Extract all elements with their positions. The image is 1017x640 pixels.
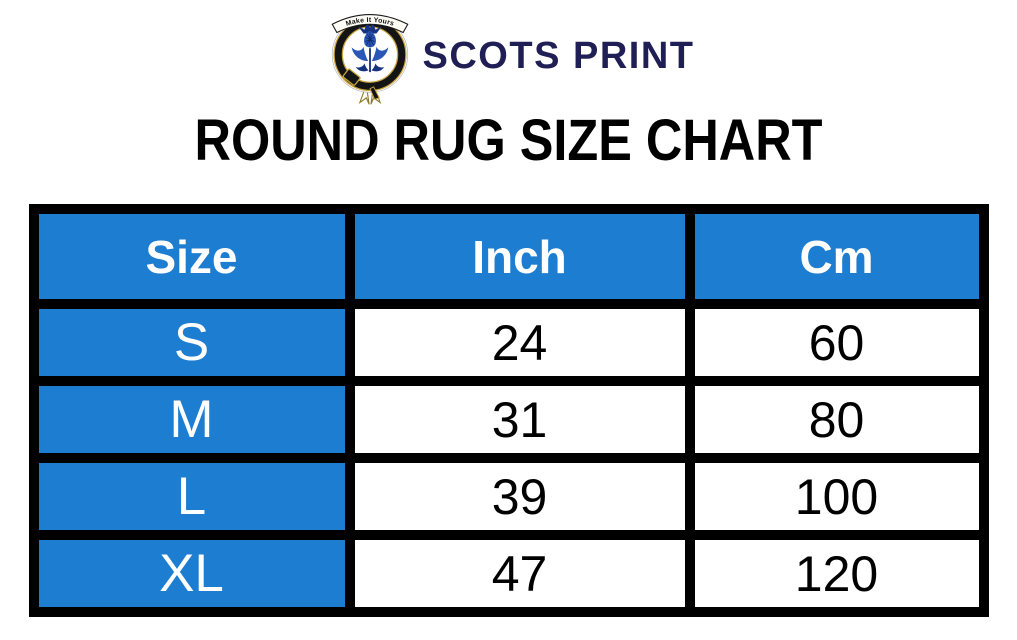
inch-cell: 24	[354, 309, 685, 376]
table-row-s: S 24 60	[38, 309, 979, 376]
size-cell: M	[38, 386, 345, 453]
cm-cell: 80	[694, 386, 979, 453]
size-cell: XL	[38, 540, 345, 607]
inch-cell: 31	[354, 386, 685, 453]
column-header-inch: Inch	[354, 214, 685, 299]
table-row-xl: XL 47 120	[38, 540, 979, 607]
table-row-m: M 31 80	[38, 386, 979, 453]
crest-motto-banner: Make It Yours	[331, 14, 409, 34]
crest-motto-text: Make It Yours	[345, 17, 395, 28]
inch-cell: 39	[354, 463, 685, 530]
table-header-row: Size Inch Cm	[38, 214, 979, 299]
thistle-crest-icon: Make It Yours	[331, 14, 409, 105]
inch-cell: 47	[354, 540, 685, 607]
cm-cell: 120	[694, 540, 979, 607]
cm-cell: 60	[694, 309, 979, 376]
brand-wordmark: SCOTS PRINT	[422, 34, 695, 77]
column-header-cm: Cm	[694, 214, 979, 299]
column-header-size: Size	[38, 214, 345, 299]
page-title: ROUND RUG SIZE CHART	[194, 108, 823, 173]
thistle-icon	[351, 22, 388, 73]
size-cell: S	[38, 309, 345, 376]
table-row-l: L 39 100	[38, 463, 979, 530]
size-chart-table: Size Inch Cm S 24 60 M 31 80 L 39 100 XL…	[28, 204, 989, 617]
svg-text:Make It Yours: Make It Yours	[345, 17, 395, 28]
cm-cell: 100	[694, 463, 979, 530]
size-cell: L	[38, 463, 345, 530]
brand-header: Make It Yours SCOTS PRINT	[0, 4, 1017, 108]
belt-buckle	[342, 68, 380, 100]
